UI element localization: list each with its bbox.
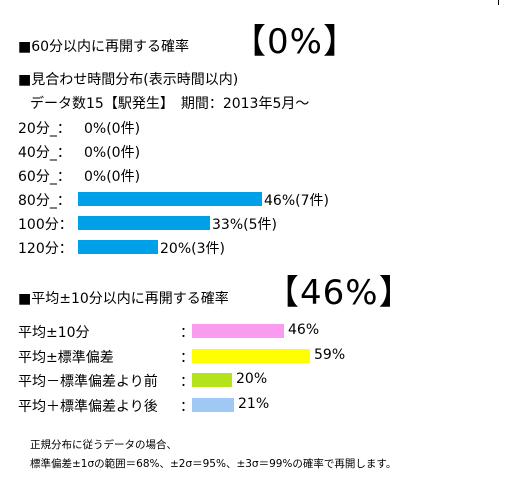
distribution-value-label: 46%(7件) <box>264 193 329 209</box>
stat-bar <box>192 349 310 363</box>
distribution-heading: ■見合わせ時間分布(表示時間以内) <box>18 72 239 88</box>
distribution-category-label: 40分_： <box>18 145 71 161</box>
recovery-mean-heading: ■平均±10分以内に再開する確率 <box>18 291 229 307</box>
stat-separator: ： <box>180 399 194 415</box>
distribution-category-label: 20分_： <box>18 121 71 137</box>
stat-separator: ： <box>180 350 194 366</box>
distribution-category-label: 60分_： <box>18 169 71 185</box>
stat-value-label: 46% <box>288 322 320 338</box>
stat-bar <box>192 373 232 387</box>
footnote-line-1: 正規分布に従うデータの場合、 <box>30 439 177 451</box>
recovery-60min-heading: ■60分以内に再開する確率 <box>18 39 190 55</box>
stat-category-label: 平均－標準偏差より前 <box>18 374 158 390</box>
distribution-category-label: 80分_： <box>18 193 71 209</box>
stat-value-label: 59% <box>314 347 346 363</box>
distribution-value-label: 33%(5件) <box>212 217 277 233</box>
stat-bar <box>192 398 234 412</box>
distribution-bar <box>78 192 262 206</box>
distribution-value-label: 0%(0件) <box>84 169 141 185</box>
stat-category-label: 平均＋標準偏差より後 <box>18 399 158 415</box>
distribution-bar <box>78 240 158 254</box>
footnote-line-2: 標準偏差±1σの範囲＝68%、±2σ＝95%、±3σ＝99%の確率で再開します。 <box>30 458 397 470</box>
distribution-category-label: 100分： <box>18 217 73 233</box>
distribution-value-label: 20%(3件) <box>160 241 225 257</box>
distribution-category-label: 120分： <box>18 241 73 257</box>
stat-value-label: 20% <box>236 371 268 387</box>
distribution-bar <box>78 216 210 230</box>
stat-bar <box>192 324 284 338</box>
stat-category-label: 平均±10分 <box>18 325 90 341</box>
recovery-mean-value: 【46%】 <box>265 273 414 313</box>
recovery-60min-value: 【0%】 <box>232 22 358 62</box>
distribution-value-label: 0%(0件) <box>84 121 141 137</box>
distribution-value-label: 0%(0件) <box>84 145 141 161</box>
stat-separator: ： <box>180 325 194 341</box>
stat-category-label: 平均±標準偏差 <box>18 350 114 366</box>
stat-value-label: 21% <box>238 396 270 412</box>
corner-tick <box>498 0 499 5</box>
distribution-subheading: データ数15【駅発生】 期間：2013年5月～ <box>30 96 310 112</box>
stat-separator: ： <box>180 374 194 390</box>
